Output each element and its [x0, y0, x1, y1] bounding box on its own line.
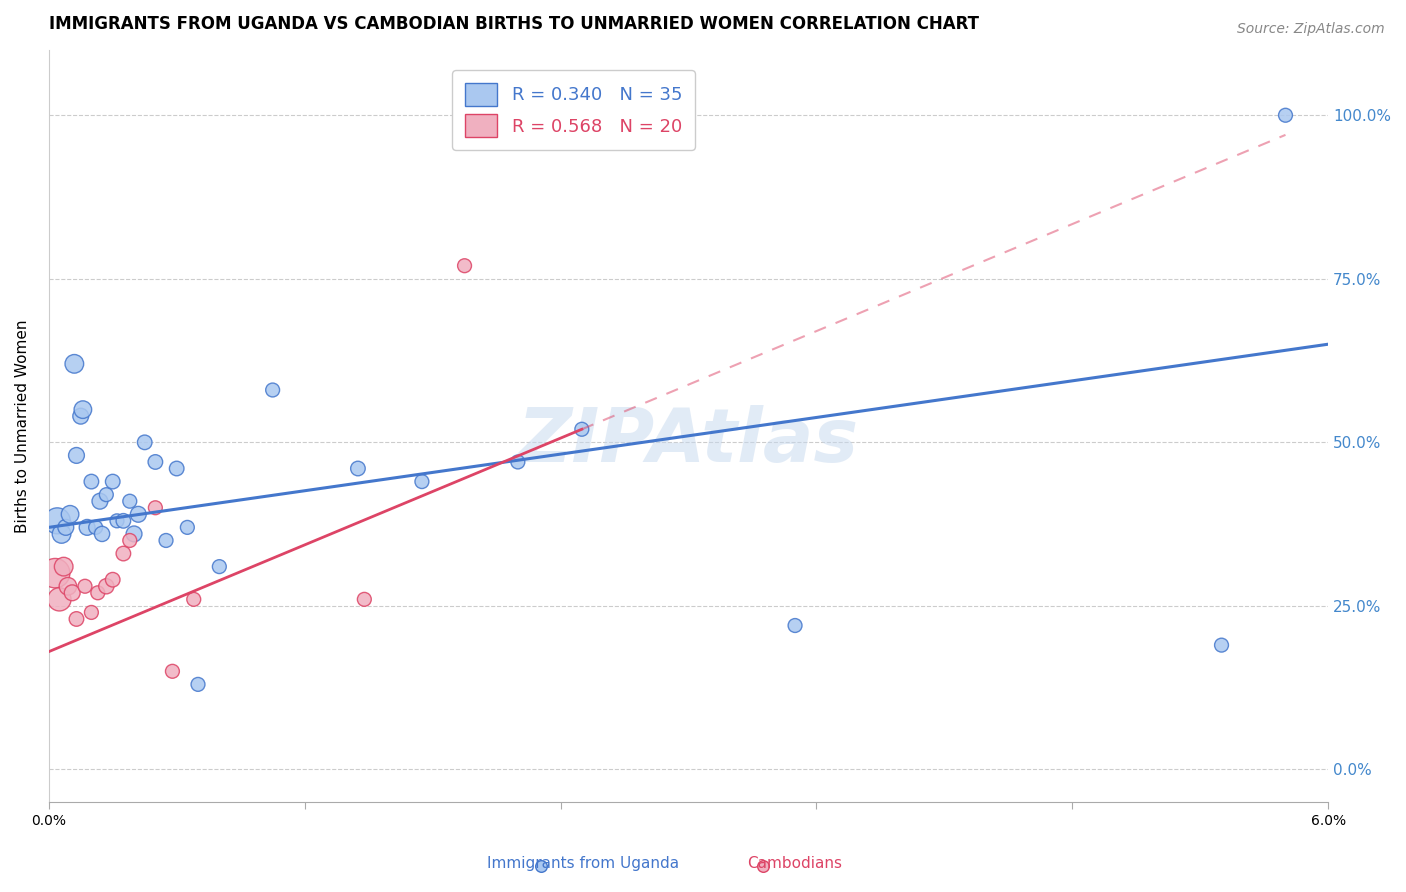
Point — [80, 606, 103, 620]
Text: Immigrants from Uganda: Immigrants from Uganda — [488, 856, 679, 871]
Point — [127, 508, 149, 522]
Point — [96, 579, 118, 593]
Point — [183, 592, 205, 607]
Point — [122, 527, 145, 541]
Y-axis label: Births to Unmarried Women: Births to Unmarried Women — [15, 319, 30, 533]
Point — [55, 520, 77, 534]
Point — [44, 566, 66, 581]
Point — [155, 533, 177, 548]
Point — [65, 612, 87, 626]
Point — [112, 547, 135, 561]
Point — [51, 527, 73, 541]
Point — [73, 579, 96, 593]
Point — [65, 449, 87, 463]
Point — [353, 592, 375, 607]
Point — [571, 422, 593, 436]
Point — [91, 527, 114, 541]
Point — [84, 520, 107, 534]
Point — [72, 402, 94, 417]
Point — [1274, 108, 1296, 122]
Point — [96, 488, 118, 502]
Point — [176, 520, 198, 534]
Point — [145, 500, 167, 515]
Point — [166, 461, 188, 475]
Point — [752, 859, 775, 873]
Point — [76, 520, 98, 534]
Point — [162, 665, 184, 679]
Point — [112, 514, 135, 528]
Point — [48, 592, 70, 607]
Point — [63, 357, 86, 371]
Point — [411, 475, 433, 489]
Point — [145, 455, 167, 469]
Point — [118, 533, 141, 548]
Point — [52, 559, 75, 574]
Point — [46, 514, 69, 528]
Point — [347, 461, 370, 475]
Point — [506, 455, 529, 469]
Point — [80, 475, 103, 489]
Text: ZIPAtlas: ZIPAtlas — [517, 405, 859, 477]
Point — [56, 579, 79, 593]
Text: Source: ZipAtlas.com: Source: ZipAtlas.com — [1237, 22, 1385, 37]
Point — [134, 435, 156, 450]
Point — [87, 586, 110, 600]
Point — [453, 259, 475, 273]
Point — [208, 559, 231, 574]
Point — [105, 514, 128, 528]
Point — [89, 494, 111, 508]
Point — [69, 409, 91, 424]
Point — [187, 677, 209, 691]
Point — [59, 508, 82, 522]
Point — [118, 494, 141, 508]
Point — [262, 383, 284, 397]
Text: Cambodians: Cambodians — [747, 856, 842, 871]
Legend: R = 0.340   N = 35, R = 0.568   N = 20: R = 0.340 N = 35, R = 0.568 N = 20 — [451, 70, 695, 150]
Point — [1211, 638, 1233, 652]
Point — [60, 586, 83, 600]
Point — [783, 618, 806, 632]
Point — [101, 475, 124, 489]
Point — [101, 573, 124, 587]
Point — [530, 859, 553, 873]
Text: IMMIGRANTS FROM UGANDA VS CAMBODIAN BIRTHS TO UNMARRIED WOMEN CORRELATION CHART: IMMIGRANTS FROM UGANDA VS CAMBODIAN BIRT… — [49, 15, 979, 33]
